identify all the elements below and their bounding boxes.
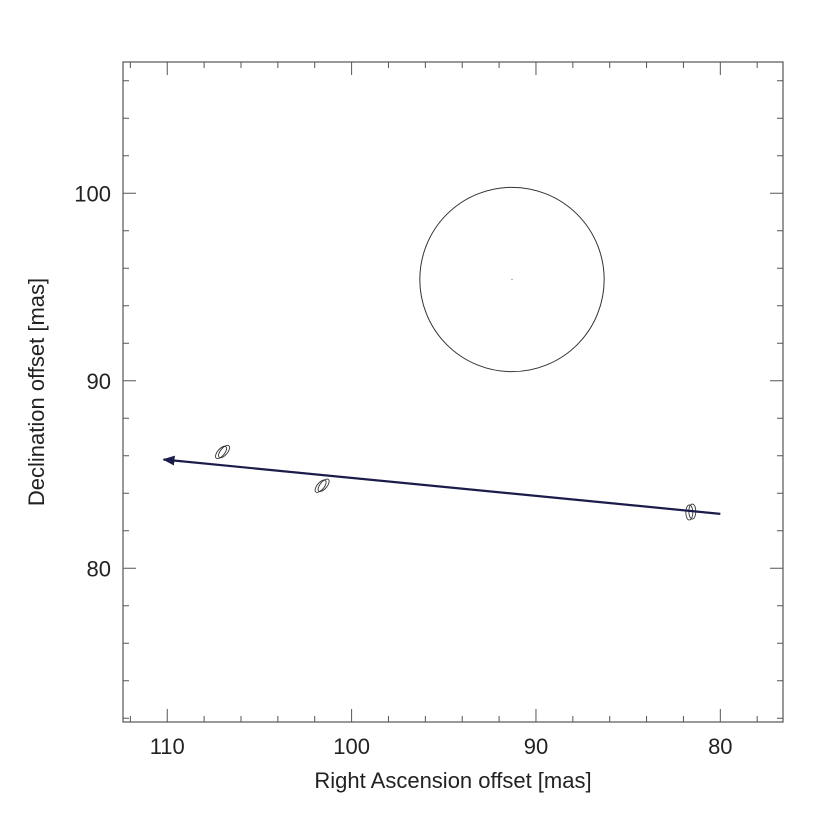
circle-center-dot bbox=[511, 278, 513, 281]
y-tick-label: 80 bbox=[87, 556, 111, 581]
ellipse-mark bbox=[215, 445, 228, 460]
y-axis-label: Declination offset [mas] bbox=[24, 278, 49, 506]
minor-ticks bbox=[123, 62, 783, 722]
plot-frame bbox=[122, 61, 784, 723]
reference-circle bbox=[419, 186, 605, 373]
motion-arrow bbox=[162, 455, 721, 515]
x-tick-label: 110 bbox=[150, 734, 185, 759]
x-tick-label: 80 bbox=[708, 734, 732, 759]
ellipse-cluster bbox=[215, 444, 231, 460]
y-tick-label: 90 bbox=[87, 369, 111, 394]
ellipse-cluster bbox=[314, 478, 330, 493]
x-axis-label: Right Ascension offset [mas] bbox=[314, 768, 591, 793]
x-tick-label: 90 bbox=[524, 734, 548, 759]
ellipse-mark bbox=[314, 479, 327, 493]
x-tick-label: 100 bbox=[333, 734, 370, 759]
y-tick-labels: 80 90 100 bbox=[74, 181, 111, 581]
ellipse-mark bbox=[685, 504, 694, 521]
ellipse-mark bbox=[218, 444, 231, 459]
x-tick-labels: 110 100 90 80 bbox=[150, 734, 733, 759]
y-tick-label: 100 bbox=[74, 181, 111, 206]
ellipse-mark bbox=[317, 478, 330, 492]
major-ticks bbox=[123, 62, 783, 722]
chart-marks bbox=[162, 186, 721, 521]
